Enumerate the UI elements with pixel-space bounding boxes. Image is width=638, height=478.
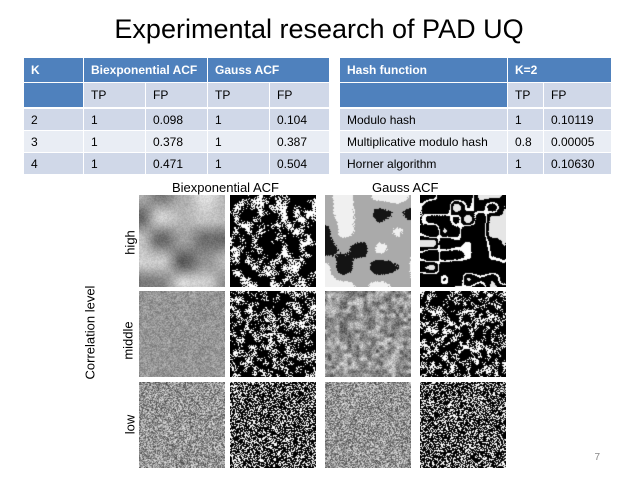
texture-image-biexp-middle-gray [139,291,225,377]
cell: 1 [507,152,544,175]
subheader-fp: FP [543,82,612,109]
cell: 1 [207,130,270,153]
table-row: Multiplicative modulo hash 0.8 0.00005 [340,130,612,153]
column-label-gauss: Gauss ACF [372,180,439,195]
cell: 0.10630 [543,152,612,175]
texture-image-biexp-high-binary [230,195,316,287]
texture-image-gauss-high-binary [420,195,506,287]
cell: 0.387 [269,130,330,153]
texture-image-biexp-low-binary [230,382,316,468]
texture-image-gauss-low-gray [325,382,411,468]
subheader-tp: TP [83,82,146,109]
cell: Multiplicative modulo hash [340,130,508,153]
texture-image-gauss-middle-binary [420,291,506,377]
header-k2: K=2 [507,58,612,83]
page-number: 7 [594,452,600,463]
subheader-tp: TP [207,82,270,109]
header-blank [340,82,508,109]
cell: 0.504 [269,152,330,175]
row-label-high: high [122,230,138,255]
cell: 0.104 [269,108,330,131]
cell: 3 [24,130,84,153]
cell: 0.00005 [543,130,612,153]
table-row: Horner algorithm 1 0.10630 [340,152,612,175]
cell: 1 [83,130,146,153]
cell: 0.471 [145,152,208,175]
hash-results-table: Hash function K=2 TP FP Modulo hash 1 0.… [340,58,612,175]
texture-image-gauss-middle-gray [325,291,411,377]
row-label-low: low [122,414,138,435]
acf-results-table: K Biexponential ACF Gauss ACF TP FP TP F… [24,58,330,175]
table-row: Modulo hash 1 0.10119 [340,108,612,131]
texture-image-biexp-high-gray [139,195,225,287]
row-label-middle: middle [120,321,136,360]
header-gauss: Gauss ACF [207,58,330,83]
cell: 0.10119 [543,108,612,131]
header-blank [24,82,84,109]
cell: 0.378 [145,130,208,153]
header-biexp: Biexponential ACF [83,58,208,83]
cell: Modulo hash [340,108,508,131]
cell: 2 [24,108,84,131]
subheader-fp: FP [145,82,208,109]
cell: 1 [207,108,270,131]
texture-image-biexp-low-gray [139,382,225,468]
table-row: 4 1 0.471 1 0.504 [24,152,330,175]
texture-image-biexp-middle-binary [230,291,316,377]
cell: 1 [83,108,146,131]
slide-title: Experimental research of PAD UQ [114,14,524,44]
header-hash-function: Hash function [340,58,508,83]
texture-image-gauss-low-binary [420,382,506,468]
cell: 1 [83,152,146,175]
cell: 1 [207,152,270,175]
column-label-biexponential: Biexponential ACF [172,180,279,195]
subheader-tp: TP [507,82,544,109]
axis-label-correlation-level: Correlation level [82,285,98,380]
cell: 0.8 [507,130,544,153]
cell: 0.098 [145,108,208,131]
header-k: K [24,58,84,83]
subheader-fp: FP [269,82,330,109]
table-row: 3 1 0.378 1 0.387 [24,130,330,153]
cell: 1 [507,108,544,131]
table-row: 2 1 0.098 1 0.104 [24,108,330,131]
cell: 4 [24,152,84,175]
texture-image-gauss-high-gray [325,195,411,287]
cell: Horner algorithm [340,152,508,175]
